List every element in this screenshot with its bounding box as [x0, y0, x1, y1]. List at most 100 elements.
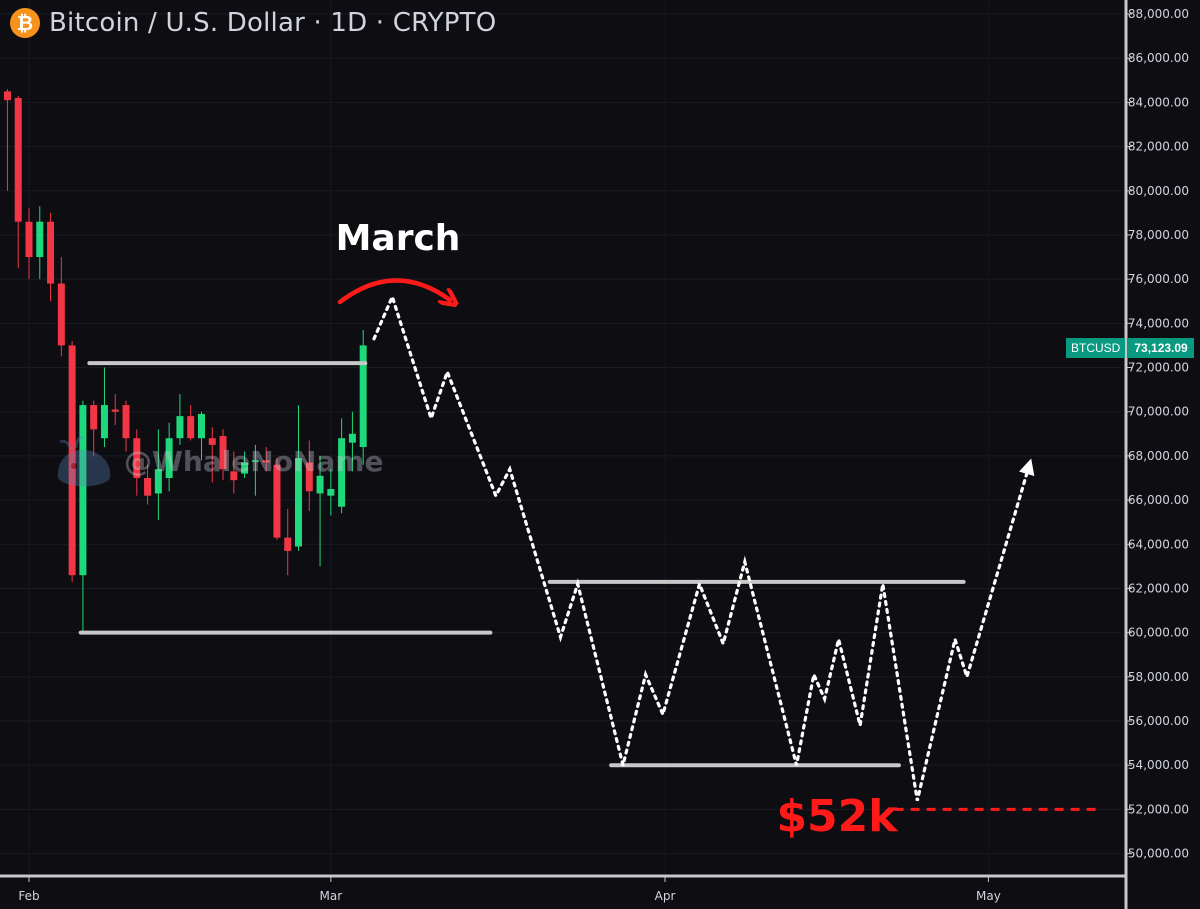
candle [230, 451, 238, 494]
candlesticks [3, 89, 367, 633]
candle-body [165, 438, 173, 478]
candle-body [262, 460, 270, 463]
candle [359, 329, 367, 465]
candle-body [47, 221, 55, 284]
price-tick-label: 68,000.00 [1128, 449, 1189, 463]
candle-body [219, 436, 227, 470]
time-tick-label: May [976, 889, 1001, 903]
candle-body [36, 221, 44, 258]
price-tick-label: 64,000.00 [1128, 537, 1189, 551]
candle-body [208, 438, 216, 445]
price-tick-label: 60,000.00 [1128, 626, 1189, 640]
price-tag-symbol: BTCUSD [1066, 338, 1126, 358]
candle-body [90, 405, 98, 430]
price-tag-value: 73,123.09 [1128, 338, 1194, 358]
price-axis-bg [1125, 0, 1200, 909]
candle-body [154, 469, 162, 494]
candle [305, 440, 313, 512]
candle-body [230, 471, 238, 481]
levels [78, 361, 1097, 811]
candle [316, 455, 324, 567]
candle-body [100, 405, 108, 439]
candle [262, 447, 270, 472]
candle [273, 458, 281, 540]
bitcoin-icon: ₿ [10, 8, 40, 38]
time-tick-label: Apr [655, 889, 676, 903]
candle-body [338, 438, 346, 507]
candle-body [144, 477, 152, 496]
price-tick-label: 88,000.00 [1128, 7, 1189, 21]
price-tick-label: 66,000.00 [1128, 493, 1189, 507]
candle-body [68, 345, 76, 576]
price-tick-label: 84,000.00 [1128, 95, 1189, 109]
candle [208, 427, 216, 483]
candle-body [273, 464, 281, 538]
candle-body [359, 345, 367, 448]
price-tick-label: 52,000.00 [1128, 802, 1189, 816]
target-label: $52k [776, 791, 899, 842]
candle-body [187, 416, 195, 439]
candle-body [316, 475, 324, 494]
price-tick-label: 80,000.00 [1128, 184, 1189, 198]
candle-body [25, 221, 33, 258]
current-price-tag: BTCUSD 73,123.09 [1066, 338, 1194, 358]
price-tick-label: 70,000.00 [1128, 405, 1189, 419]
candle [241, 451, 249, 478]
price-tick-label: 74,000.00 [1128, 316, 1189, 330]
time-tick-label: Feb [18, 889, 39, 903]
candle [47, 212, 55, 302]
march-arrow [337, 278, 450, 302]
price-tick-label: 86,000.00 [1128, 51, 1189, 65]
candle [100, 367, 108, 448]
watermark-text: @WhaleNoName [124, 444, 384, 478]
candle [57, 257, 65, 357]
candle-body [176, 416, 184, 439]
watermark: @WhaleNoName [52, 430, 383, 492]
candle [338, 418, 346, 514]
candle [68, 341, 76, 582]
candle-body [241, 462, 249, 474]
annotations: March $52k [336, 218, 900, 842]
price-tick-label: 58,000.00 [1128, 670, 1189, 684]
candle-body [251, 460, 259, 462]
candle [251, 444, 259, 496]
candle-body [327, 489, 335, 496]
candle [327, 469, 335, 516]
projection-path [372, 292, 1035, 801]
candle [197, 411, 205, 461]
whale-icon [57, 436, 111, 487]
candle [187, 405, 195, 441]
candle-body [122, 405, 130, 439]
candle [176, 394, 184, 445]
candle-body [284, 537, 292, 551]
candle [25, 208, 33, 280]
candle [14, 95, 22, 269]
chart-title[interactable]: Bitcoin / U.S. Dollar · 1D · CRYPTO [49, 8, 497, 38]
price-tick-label: 72,000.00 [1128, 361, 1189, 375]
candle-body [133, 438, 141, 478]
candle-body [111, 409, 119, 412]
candle-body [305, 462, 313, 492]
candle [122, 400, 130, 452]
candle-body [14, 97, 22, 222]
price-tick-label: 76,000.00 [1128, 272, 1189, 286]
time-tick-label: Mar [320, 889, 343, 903]
candle [295, 405, 302, 551]
price-tick-label: 62,000.00 [1128, 581, 1189, 595]
price-tick-label: 54,000.00 [1128, 758, 1189, 772]
chart-header: ₿ Bitcoin / U.S. Dollar · 1D · CRYPTO [10, 8, 496, 38]
candle-body [3, 91, 11, 101]
candle [219, 429, 227, 481]
candle-body [79, 405, 87, 576]
candle [3, 89, 11, 191]
candle [79, 400, 87, 633]
price-tick-label: 50,000.00 [1128, 847, 1189, 861]
candle [90, 400, 98, 456]
candle [165, 422, 173, 492]
candle [348, 411, 356, 472]
candle [154, 429, 162, 520]
candle [284, 508, 292, 576]
candle [144, 464, 152, 505]
